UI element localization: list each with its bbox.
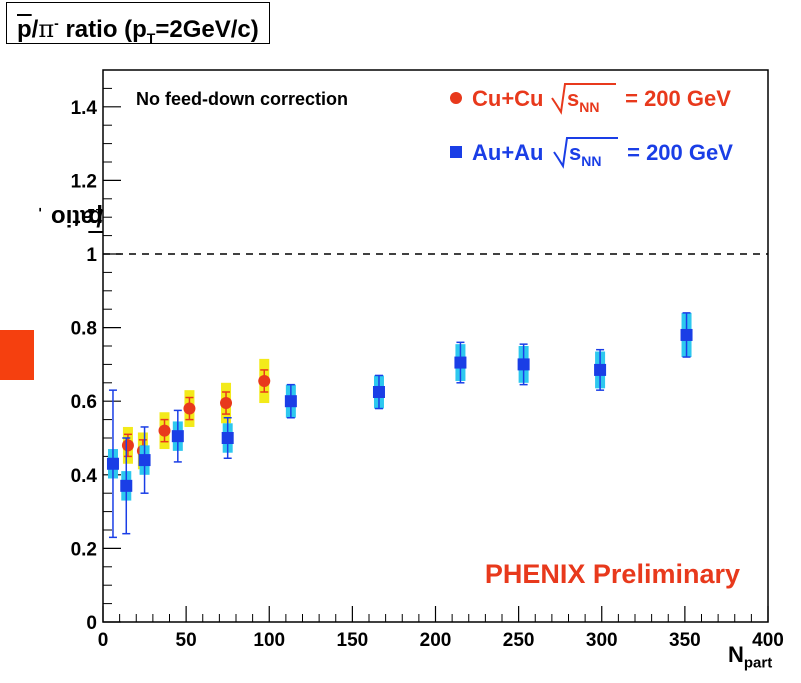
y-tick-label: 0.4: [71, 466, 98, 487]
circle-marker: [220, 397, 233, 410]
square-marker: [680, 328, 693, 341]
au-au-data-point: [594, 348, 607, 391]
circle-marker: [121, 439, 134, 452]
au-au-data-point: [138, 426, 151, 494]
side-color-block: [0, 330, 34, 380]
legend-circle-marker: [450, 92, 462, 104]
cu-cu-data-point: [158, 412, 171, 450]
legend-square-marker: [450, 146, 462, 158]
au-au-data-point: [106, 389, 119, 539]
x-axis-label: Npart: [728, 642, 773, 672]
x-tick-label: 0: [98, 630, 109, 651]
square-marker: [106, 457, 119, 470]
chart-axes: 0 50 100 150 200 250 300 350 400 0 0.2 0.4 0.6 0.8 1 1.…: [71, 69, 784, 651]
sqrt-symbol: [551, 83, 616, 115]
au-au-data-point: [680, 312, 693, 358]
au-au-data-point: [120, 437, 133, 535]
chart-series: [106, 312, 693, 539]
square-marker: [454, 356, 467, 369]
au-au-data-point: [284, 383, 297, 419]
cu-cu-data-point: [258, 358, 271, 404]
x-tick-label: 200: [420, 630, 452, 651]
circle-marker: [183, 402, 196, 415]
square-marker: [221, 432, 234, 444]
square-marker: [120, 479, 133, 492]
cu-cu-data-point: [220, 382, 233, 424]
square-marker: [594, 363, 607, 376]
square-marker: [171, 430, 184, 443]
chart-text: No feed-down correction Cu+Cu sNN = 200 G…: [136, 83, 740, 589]
y-tick-label: 1: [86, 245, 97, 266]
au-au-data-point: [171, 409, 184, 463]
chart-title: p/π- ratio (pT=2GeV/c): [6, 2, 270, 46]
legend-cu-cu: Cu+Cu sNN = 200 GeV: [472, 86, 731, 115]
y-tick-label: 1.2: [71, 171, 97, 192]
y-tick-label: 1.4: [71, 98, 98, 119]
square-marker: [284, 395, 297, 408]
x-tick-label: 350: [669, 630, 701, 651]
au-au-data-point: [221, 417, 234, 459]
x-tick-label: 400: [752, 630, 784, 651]
y-tick-label: 0.8: [71, 319, 97, 340]
au-au-data-point: [454, 341, 467, 384]
x-tick-label: 100: [253, 630, 285, 651]
legend-au-au: Au+Au sNN = 200 GeV: [472, 140, 733, 169]
square-marker: [372, 386, 385, 398]
sqrt-symbol: [553, 137, 618, 169]
y-tick-label: 0.2: [71, 539, 97, 560]
phenix-preliminary-label: PHENIX Preliminary: [485, 559, 740, 589]
y-tick-label: 0: [86, 613, 97, 634]
x-tick-label: 150: [337, 630, 369, 651]
feed-down-annotation: No feed-down correction: [136, 89, 348, 109]
square-marker: [138, 454, 151, 467]
circle-marker: [258, 374, 271, 387]
circle-marker: [158, 424, 171, 437]
y-tick-label: 0.6: [71, 392, 97, 413]
au-au-data-point: [372, 374, 385, 410]
square-marker: [517, 358, 530, 371]
cu-cu-data-point: [183, 390, 196, 427]
au-au-data-point: [517, 343, 530, 386]
x-tick-label: 50: [176, 630, 197, 651]
cu-cu-data-point: [121, 426, 134, 464]
x-tick-label: 250: [503, 630, 535, 651]
x-tick-label: 300: [586, 630, 618, 651]
